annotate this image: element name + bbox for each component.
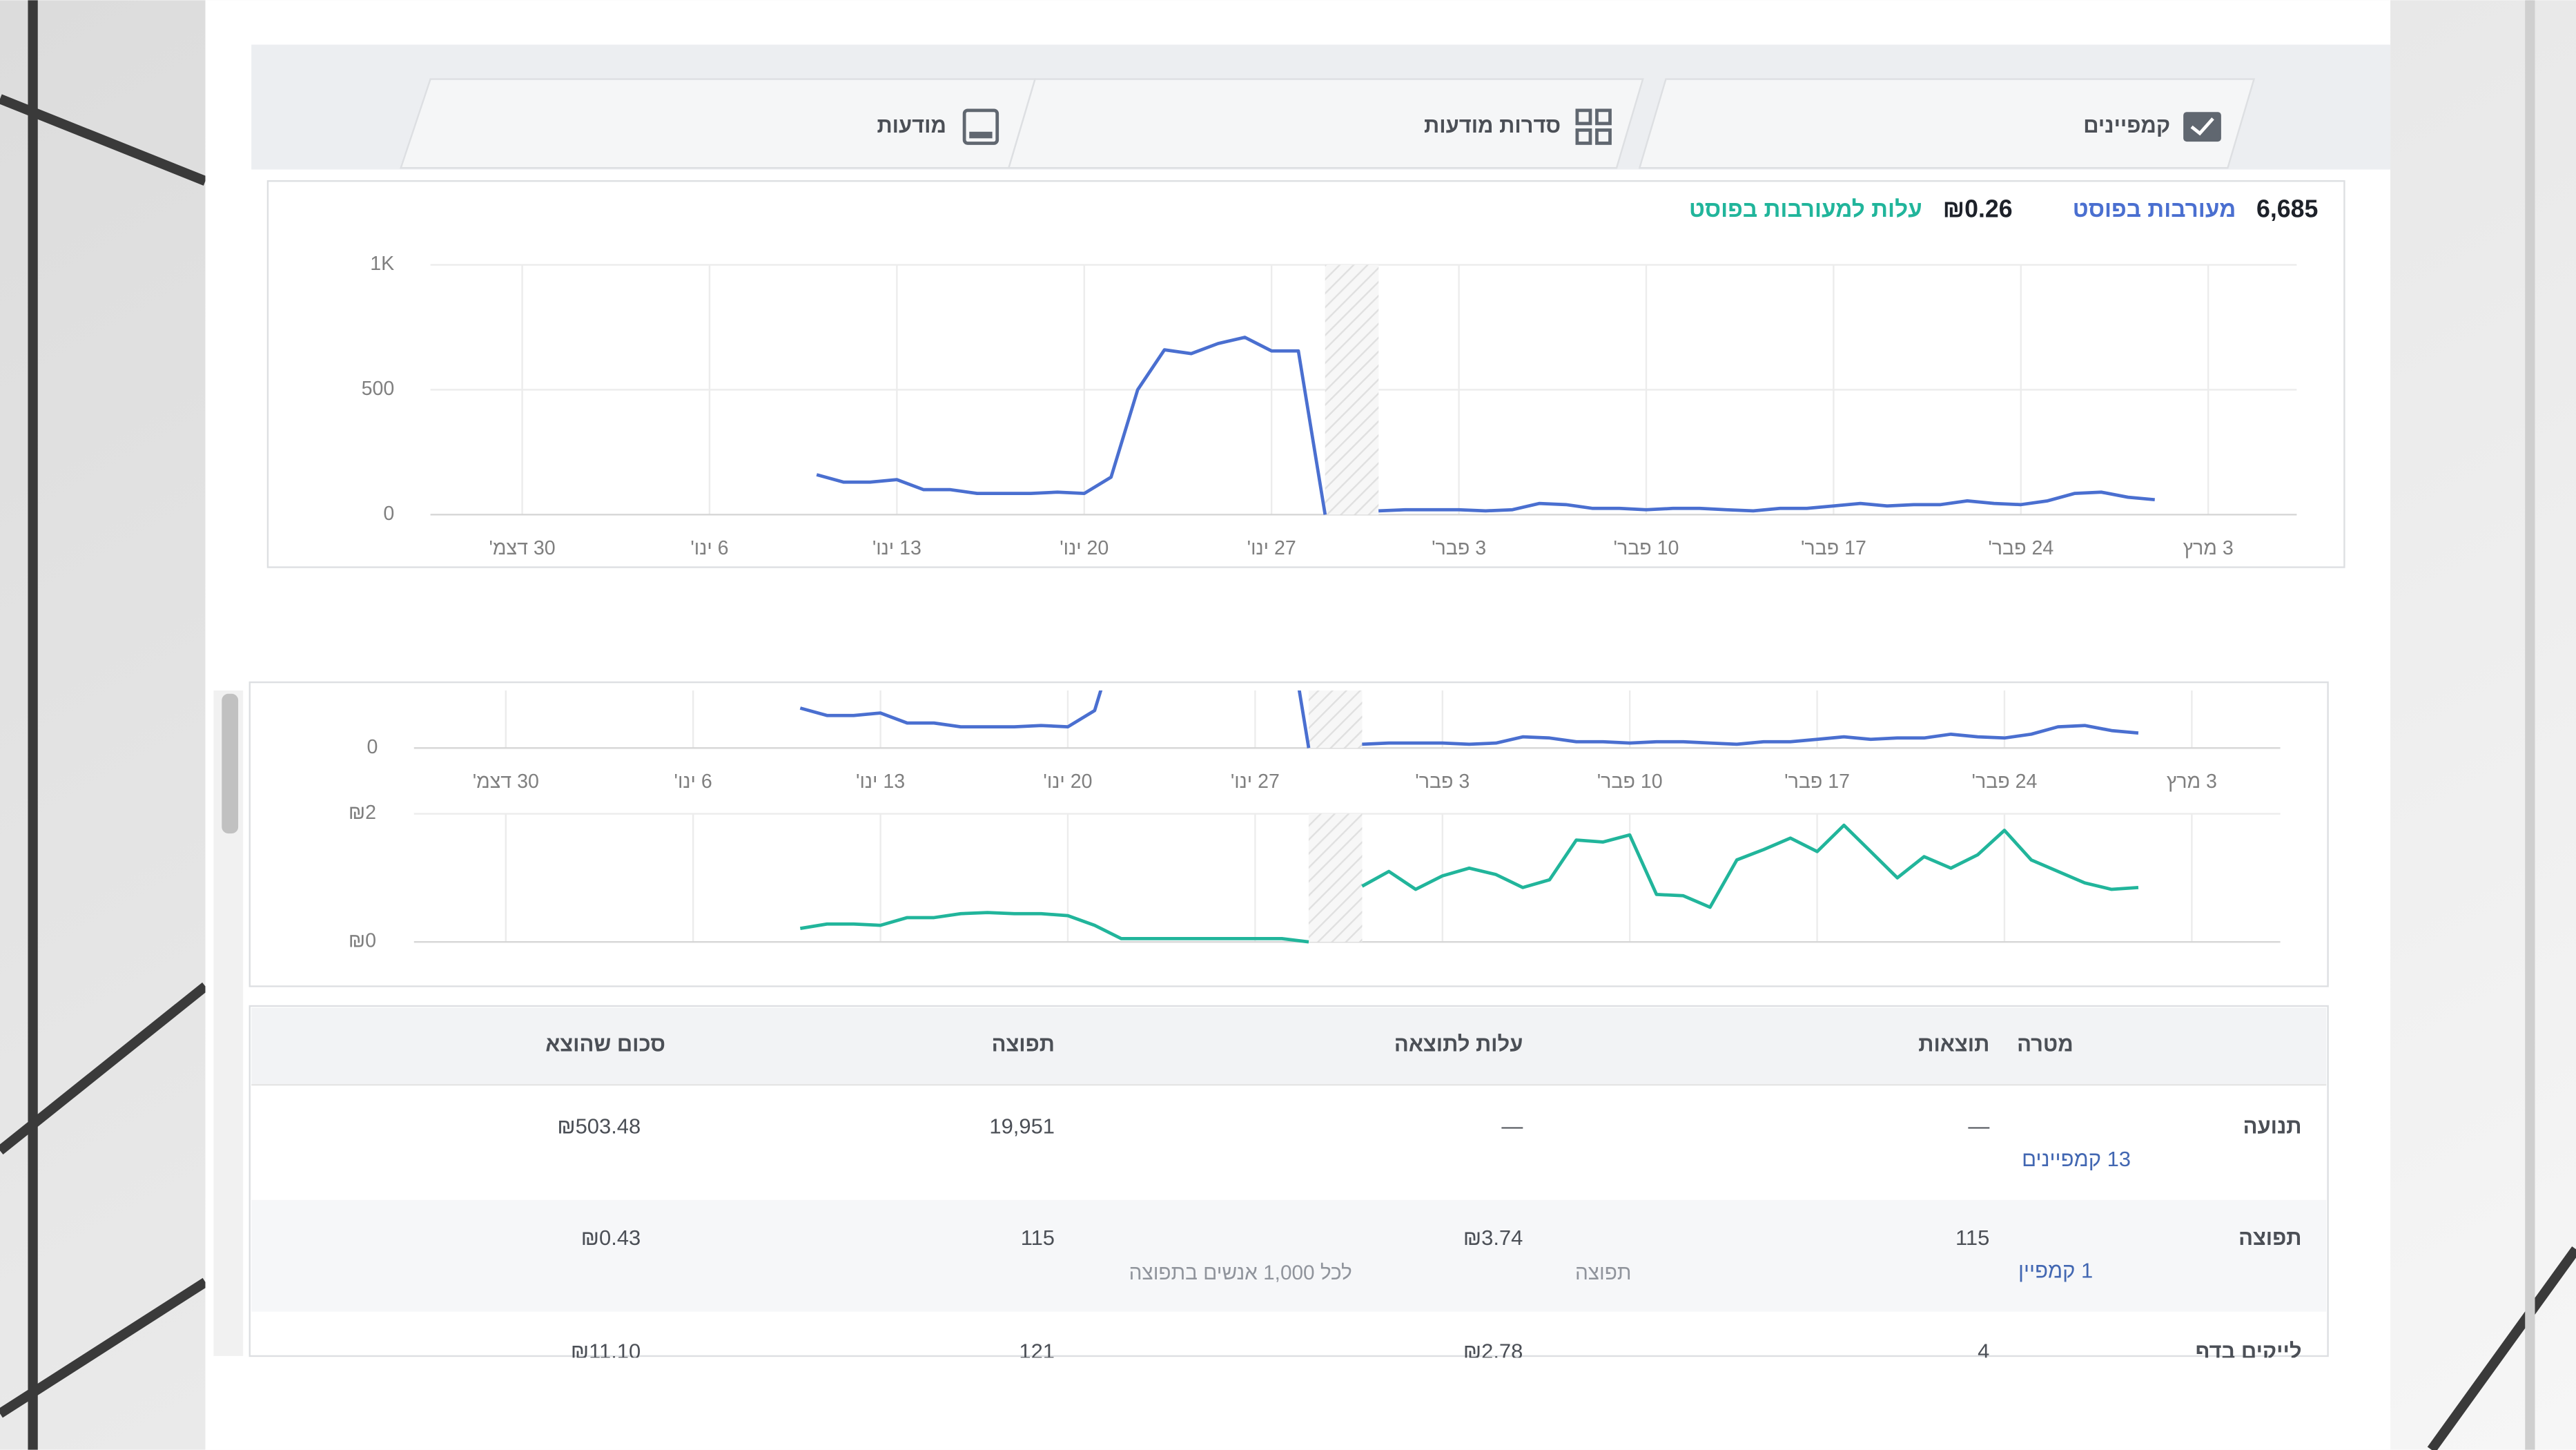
x-tick-label: 20 ינו'	[1043, 771, 1092, 793]
x-tick-label: 30 דצמ'	[473, 771, 539, 793]
tab-label[interactable]: סדרות מודעות	[1424, 113, 1561, 137]
tab-label[interactable]: מודעות	[877, 113, 946, 137]
table-row-band	[251, 1199, 2327, 1312]
campaign-icon	[2183, 112, 2221, 142]
x-tick-label: 13 ינו'	[872, 537, 921, 559]
amount-spent: ₪0.43	[581, 1226, 641, 1250]
reach: 19,951	[989, 1114, 1055, 1138]
result-type: תפוצה	[1575, 1262, 1632, 1284]
engagement-chart-scrolled: 30 דצמ' 6 ינו' 13 ינו' 20 ינו' 27 ינו' 3 פבר'…	[367, 690, 2281, 793]
adset-icon	[1575, 108, 1612, 145]
reach: 115	[1021, 1226, 1055, 1250]
no-data-band	[1308, 690, 1363, 748]
x-tick-label: 27 ינו'	[1247, 537, 1296, 559]
results: 115	[1955, 1226, 1989, 1250]
x-tick-label: 13 ינו'	[856, 771, 905, 793]
cost-value: ₪0.26	[1943, 195, 2013, 222]
x-tick-label: 6 ינו'	[674, 771, 712, 793]
chart-panel	[266, 180, 2345, 568]
x-tick-label: 10 פבר'	[1614, 537, 1679, 559]
x-tick-label: 20 ינו'	[1060, 537, 1109, 559]
y-tick-label: 500	[362, 378, 395, 400]
tab[interactable]	[400, 78, 1037, 169]
x-tick-label: 17 פבר'	[1801, 537, 1866, 559]
x-tick-label: 17 פבר'	[1784, 771, 1850, 793]
campaign-link[interactable]: 13 קמפיינים	[2022, 1147, 2131, 1171]
column-header[interactable]: תפוצה	[992, 1032, 1055, 1056]
engagement-chart: 30 דצמ' 6 ינו' 13 ינו' 20 ינו' 27 ינו' 3 פבר'…	[362, 253, 2297, 559]
x-tick-label: 27 ינו'	[1231, 771, 1280, 793]
tab-label[interactable]: קמפיינים	[2083, 113, 2170, 137]
no-data-band	[1308, 813, 1363, 942]
column-header[interactable]: סכום שהוצא	[545, 1032, 665, 1056]
x-tick-label: 24 פבר'	[1988, 537, 2053, 559]
x-tick-label: 3 פבר'	[1432, 537, 1486, 559]
y-tick-label: 0	[383, 503, 394, 525]
y-tick-label: ₪0	[349, 930, 376, 952]
results: —	[1968, 1114, 1989, 1138]
tab[interactable]	[1638, 78, 2256, 169]
x-tick-label: 3 מרץ	[2183, 537, 2234, 559]
engagements-label: מעורבות בפוסט	[2073, 197, 2236, 222]
viewport-cutoff	[205, 1357, 2391, 1450]
x-tick-label: 10 פבר'	[1597, 771, 1663, 793]
objective: תנועה	[2243, 1114, 2302, 1138]
column-header[interactable]: תוצאות	[1918, 1032, 1989, 1056]
engagements-value: 6,685	[2256, 195, 2318, 222]
y-tick-label: 0	[367, 736, 378, 758]
x-tick-label: 30 דצמ'	[489, 537, 555, 559]
objective: תפוצה	[2238, 1226, 2301, 1250]
cost-per-result: ₪3.74	[1463, 1226, 1523, 1250]
table-header	[251, 1007, 2327, 1085]
cost-label: עלות למעורבות בפוסט	[1689, 197, 1922, 222]
data-line	[799, 911, 1309, 944]
chart-panel	[248, 681, 2329, 987]
x-tick-label: 3 מרץ	[2167, 771, 2217, 793]
results: 4	[1978, 1339, 1989, 1363]
x-tick-label: 24 פבר'	[1972, 771, 2038, 793]
campaign-icon-check	[2190, 117, 2214, 136]
data-line	[1362, 724, 2139, 746]
data-line	[1361, 823, 2139, 909]
clipped-lines	[799, 690, 2139, 748]
ad-icon-bar	[969, 131, 993, 139]
column-header[interactable]: עלות לתוצאה	[1394, 1032, 1523, 1056]
data-line	[816, 336, 1327, 515]
data-line	[799, 690, 1311, 748]
cost-chart: ₪0 ₪2	[349, 802, 2281, 952]
y-tick-label: 1K	[370, 253, 394, 275]
x-tick-label: 6 ינו'	[690, 537, 728, 559]
cost-basis: לכל 1,000 אנשים בתפוצה	[1129, 1262, 1352, 1284]
x-tick-label: 3 פבר'	[1415, 771, 1470, 793]
no-data-band	[1325, 264, 1379, 515]
campaign-link[interactable]: 1 קמפיין	[2018, 1259, 2093, 1283]
ad-icon	[962, 108, 999, 145]
scrollbar-thumb[interactable]	[222, 693, 239, 834]
y-tick-label: ₪2	[349, 802, 376, 824]
column-header[interactable]: מטרה	[2017, 1032, 2074, 1056]
data-line	[1378, 490, 2155, 513]
cost-per-result: —	[1501, 1114, 1523, 1138]
amount-spent: ₪503.48	[557, 1114, 641, 1138]
